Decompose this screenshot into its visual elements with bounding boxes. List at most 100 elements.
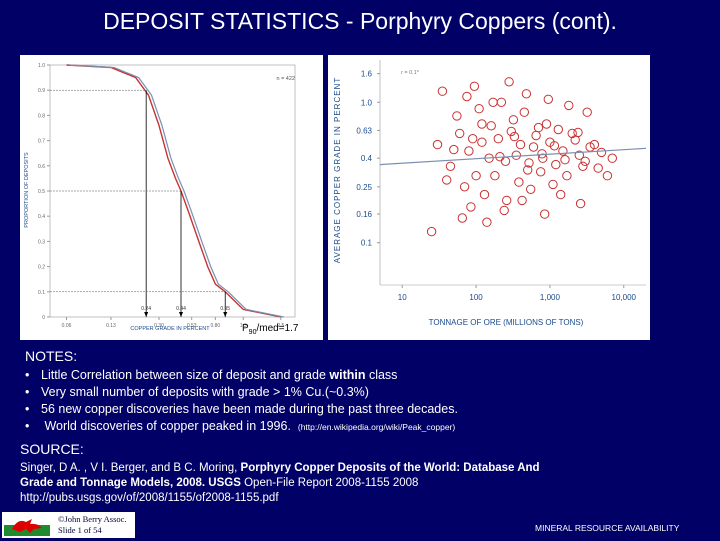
scatter-point — [515, 139, 526, 150]
scatter-point — [540, 209, 550, 219]
scatter-point — [500, 156, 511, 167]
marker-label: 0.95 — [220, 306, 230, 312]
scatter-point — [445, 161, 456, 172]
scatter-point — [506, 126, 517, 137]
scatter-point — [455, 128, 465, 139]
marker-arrow — [144, 312, 149, 317]
y-tick-label: 0.7 — [38, 139, 45, 145]
scatter-point — [482, 217, 492, 227]
scatter-point — [509, 131, 520, 142]
scatter-point — [514, 177, 524, 187]
grade-curve-fitted — [69, 64, 284, 318]
marker-arrow — [223, 312, 228, 317]
scatter-point — [449, 144, 459, 155]
x-tick-label: 10 — [398, 293, 407, 302]
scatter-point — [553, 124, 564, 135]
scatter-point — [537, 149, 547, 159]
scatter-point — [468, 134, 478, 144]
note-item: • 56 new copper discoveries have been mad… — [25, 402, 458, 416]
y-tick-label: 1.0 — [361, 98, 373, 107]
grade-chart-ylabel: PROPORTION OF DEPOSITS — [24, 152, 30, 228]
scatter-r-label: r = 0.1* — [401, 70, 420, 76]
scatter-point — [486, 121, 496, 131]
scatter-point — [521, 89, 532, 99]
scatter-point — [426, 226, 437, 237]
scatter-point — [462, 91, 472, 102]
scatter-point — [596, 147, 607, 158]
y-tick-label: 0.63 — [356, 126, 372, 135]
marker-arrow — [179, 312, 184, 317]
scatter-point — [457, 213, 468, 223]
scatter-point — [490, 171, 500, 181]
peak-copper-link[interactable]: (http://en.wikipedia.org/wiki/Peak_coppe… — [297, 422, 456, 432]
grade-chart-n-label: n = 422 — [276, 76, 295, 82]
scatter-point — [466, 202, 476, 212]
y-tick-label: 1.0 — [38, 63, 45, 69]
source-heading: SOURCE: — [20, 441, 84, 457]
scatter-point — [538, 153, 548, 163]
x-tick-label: 0.30 — [154, 323, 164, 329]
x-tick-label: 1,000 — [540, 293, 561, 302]
scatter-point — [523, 165, 533, 175]
scatter-point — [464, 146, 474, 156]
scatter-point — [551, 159, 561, 170]
scatter-point — [493, 134, 504, 144]
y-tick-label: 0.16 — [356, 210, 372, 219]
scatter-point — [549, 141, 560, 151]
scatter-point — [593, 163, 603, 173]
scatter-point — [562, 171, 572, 181]
scatter-point — [564, 100, 574, 111]
source-citation: Singer, D A. , V I. Berger, and B C. Mor… — [20, 462, 540, 504]
scatter-point — [477, 119, 487, 129]
scatter-point — [508, 115, 519, 125]
scatter-xlabel: TONNAGE OF ORE (MILLIONS OF TONS) — [429, 318, 584, 327]
scatter-point — [524, 158, 534, 168]
scatter-point — [548, 179, 558, 190]
scatter-point — [536, 167, 546, 177]
scatter-point — [558, 146, 568, 156]
scatter-point — [442, 175, 452, 185]
y-tick-label: 0.6 — [38, 164, 45, 170]
scatter-point — [474, 104, 484, 114]
footer-box: ©John Berry Assoc. Slide 1 of 54 — [2, 512, 135, 538]
x-tick-label: 0.53 — [187, 323, 197, 329]
scatter-point — [574, 150, 585, 160]
scatter-point — [496, 97, 507, 107]
x-tick-label: 0.80 — [210, 323, 220, 329]
scatter-point — [567, 128, 577, 139]
y-tick-label: 0.25 — [356, 183, 372, 192]
x-tick-label: 0.13 — [106, 323, 116, 329]
y-tick-label: 0.1 — [361, 239, 373, 248]
scatter-point — [531, 130, 541, 141]
scatter-point — [469, 81, 480, 91]
x-tick-label: 0.06 — [62, 323, 72, 329]
marker-label: 0.24 — [141, 306, 151, 312]
usgs-report-link[interactable]: http://pubs.usgs.gov/of/2008/1155/of2008… — [20, 492, 279, 504]
scatter-point — [607, 153, 617, 163]
scatter-point — [528, 142, 539, 152]
y-tick-label: 0 — [42, 315, 45, 321]
scatter-point — [488, 97, 498, 107]
scatter-point — [477, 137, 487, 147]
marker-label: 0.44 — [176, 306, 186, 312]
copyright-text: ©John Berry Assoc. Slide 1 of 54 — [58, 514, 127, 535]
trend-line — [379, 147, 647, 166]
scatter-point — [602, 171, 613, 181]
y-tick-label: 0.3 — [38, 239, 45, 245]
scatter-point — [479, 189, 490, 200]
scatter-point — [459, 182, 470, 192]
note-item: • Very small number of deposits with grad… — [25, 385, 369, 399]
scatter-point — [526, 184, 536, 195]
notes-list: • Little Correlation between size of depo… — [25, 367, 458, 436]
scatter-point — [502, 195, 512, 206]
grade-tonnage-chart: 1.6 1.0 0.63 0.4 0.25 0.16 0.1 10 100 1,000 10,000… — [328, 55, 650, 340]
y-tick-label: 0.1 — [38, 290, 45, 296]
scatter-point — [578, 161, 588, 172]
notes-heading: NOTES: — [25, 348, 78, 364]
grade-chart-xlabel: COPPER GRADE IN PERCENT — [130, 326, 210, 332]
scatter-point — [560, 155, 570, 165]
y-tick-label: 0.5 — [38, 189, 45, 195]
slide-title: DEPOSIT STATISTICS - Porphyry Coppers (c… — [103, 8, 617, 34]
scatter-point — [432, 139, 443, 150]
y-tick-label: 1.6 — [361, 70, 373, 79]
